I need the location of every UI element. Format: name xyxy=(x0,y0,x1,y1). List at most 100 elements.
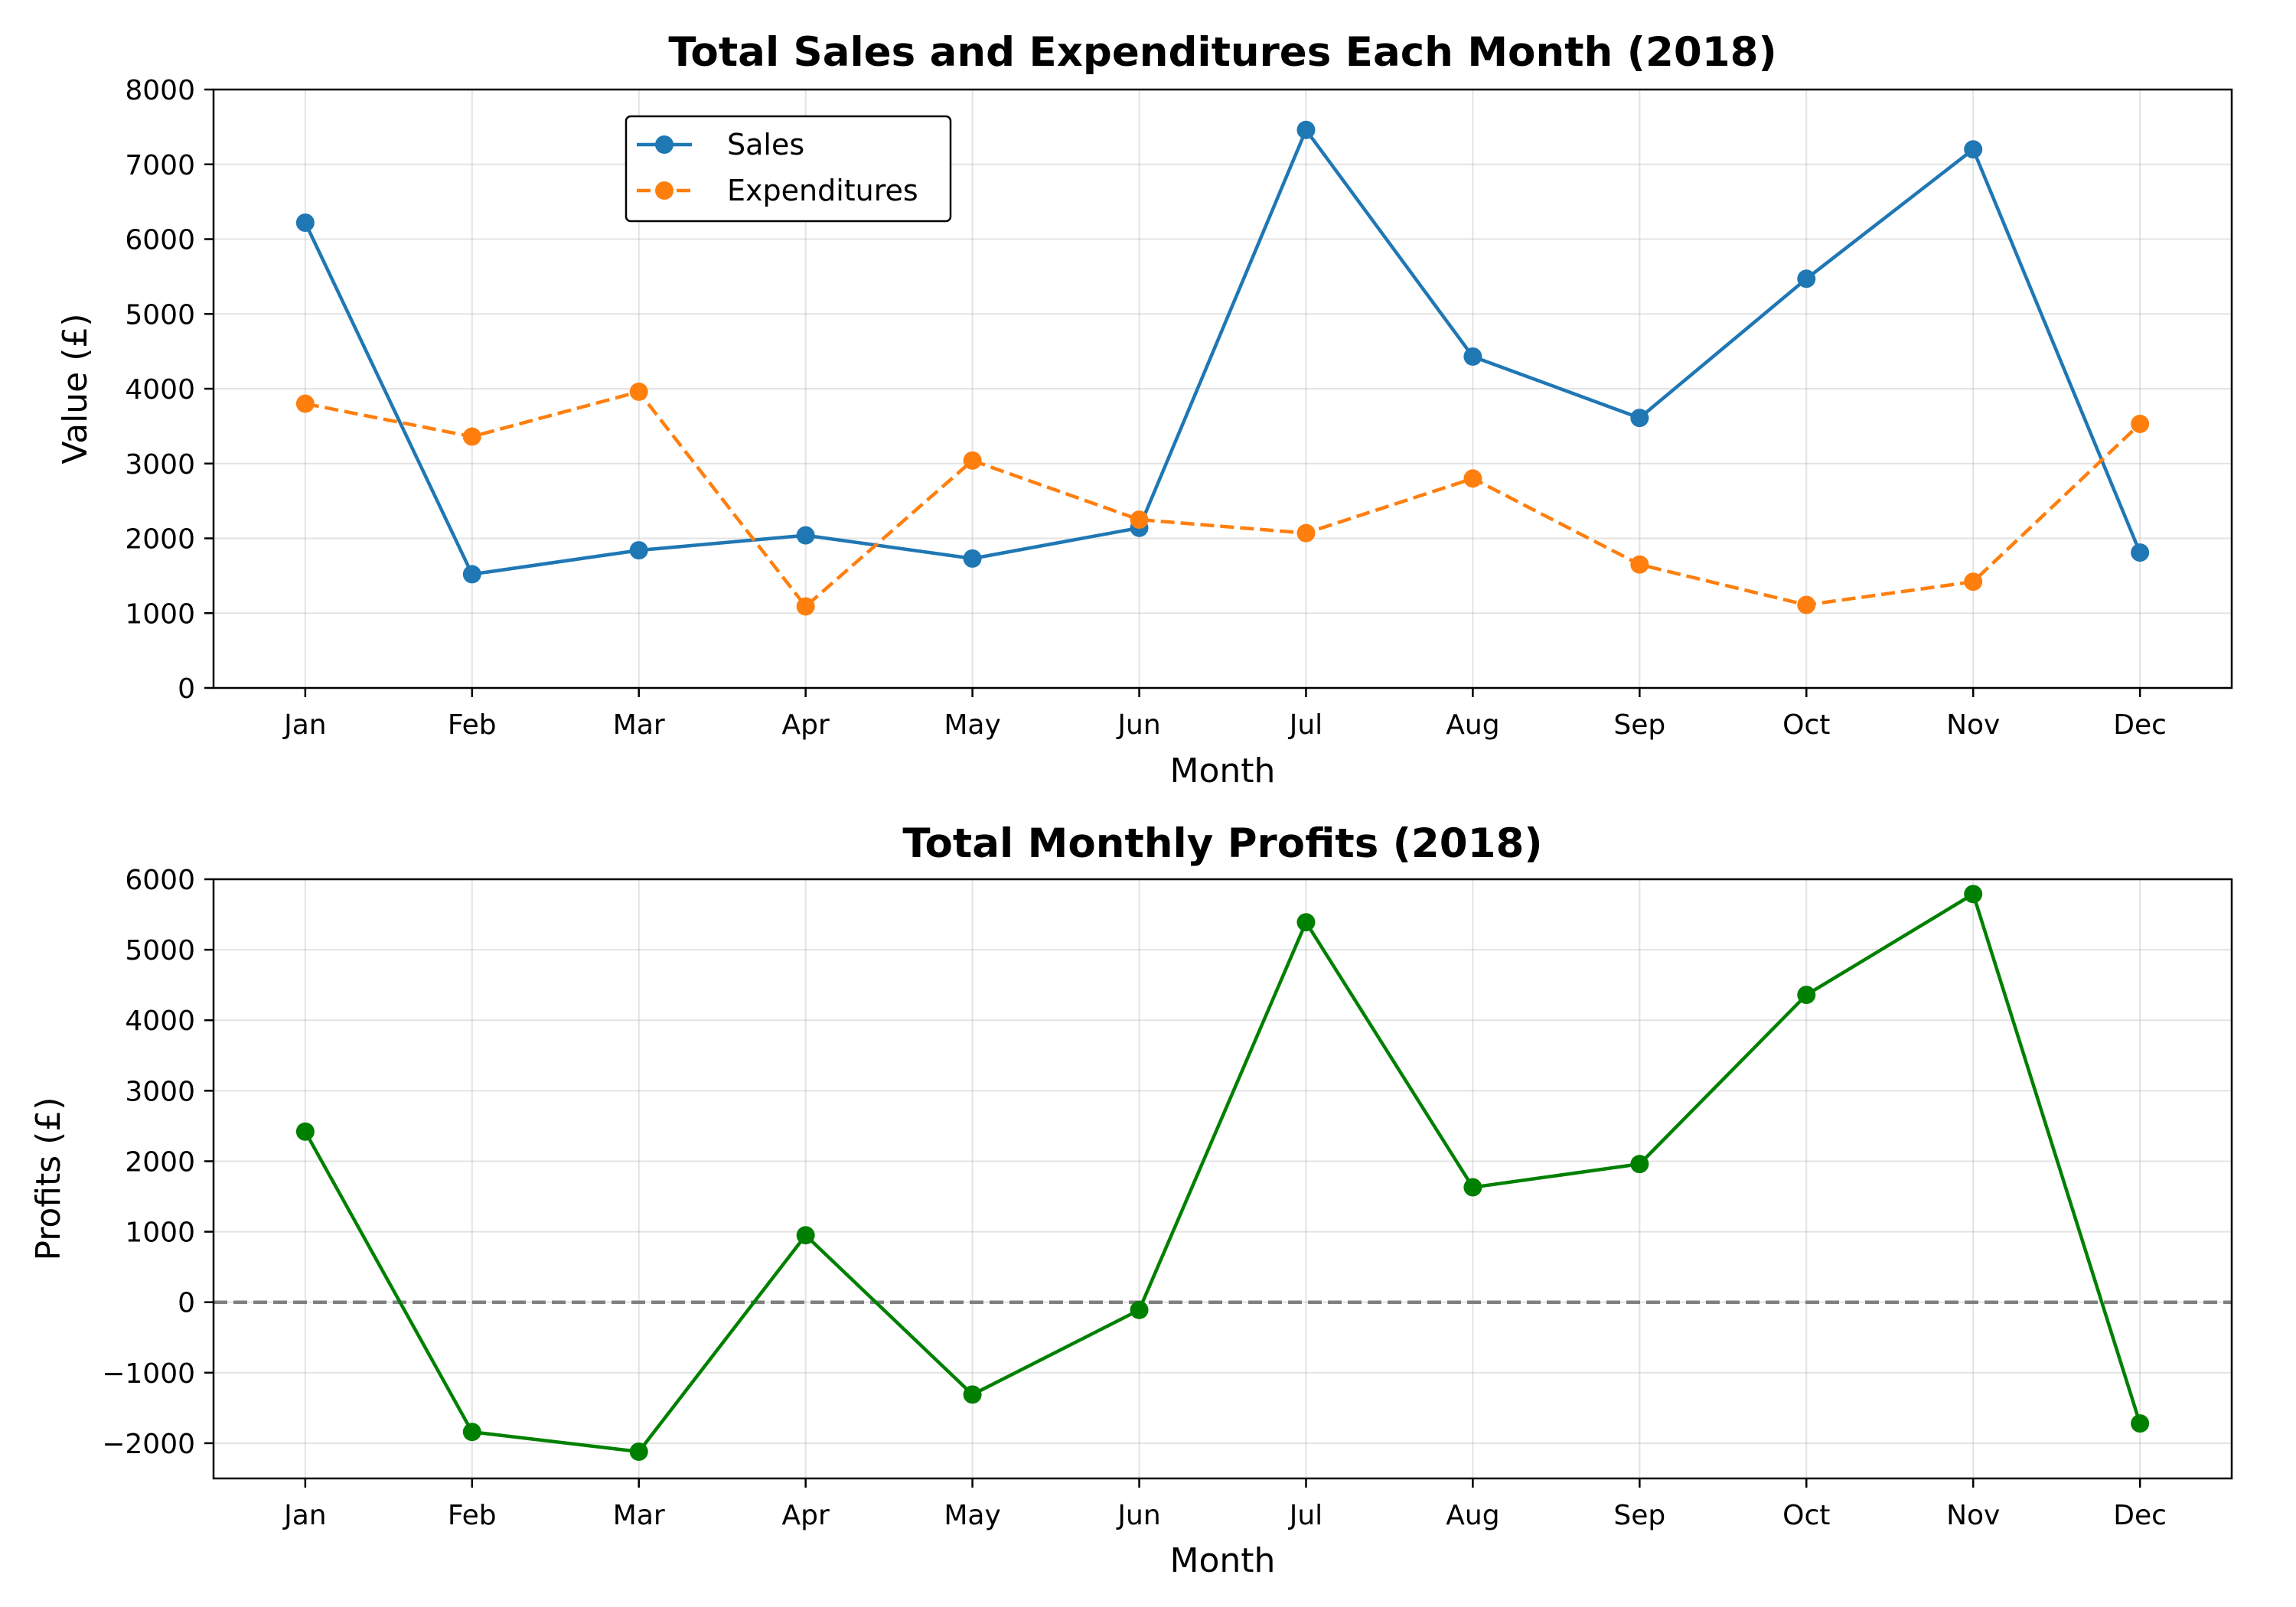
data-point xyxy=(2131,1414,2150,1433)
series-line xyxy=(303,892,2142,1454)
x-tick-label: Nov xyxy=(1946,1500,2000,1531)
y-tick-label: 1000 xyxy=(125,598,195,630)
y-tick-label: −1000 xyxy=(102,1358,195,1390)
data-point xyxy=(295,213,315,232)
data-point xyxy=(796,526,815,545)
chart-title: Total Monthly Profits (2018) xyxy=(902,820,1542,867)
y-tick-label: 3000 xyxy=(125,449,195,481)
data-point xyxy=(629,382,648,401)
data-point xyxy=(1797,595,1816,614)
data-point xyxy=(1630,555,1649,574)
series-line xyxy=(305,390,2141,608)
series-group xyxy=(295,120,2150,616)
x-tick-label: Feb xyxy=(448,1500,497,1531)
data-point xyxy=(1296,120,1316,139)
y-axis-label: Value (£) xyxy=(56,313,95,464)
legend-box xyxy=(625,115,952,223)
y-tick-label: 6000 xyxy=(125,225,195,256)
legend: Sales Expenditures xyxy=(625,115,952,223)
data-point xyxy=(963,1385,982,1404)
legend-label: Sales xyxy=(727,128,804,161)
data-point xyxy=(1130,510,1149,530)
x-tick-label: Aug xyxy=(1446,709,1499,741)
data-point xyxy=(1964,572,1983,592)
data-point xyxy=(1463,1178,1482,1197)
data-point xyxy=(1797,986,1816,1005)
y-tick-label: 5000 xyxy=(125,299,195,331)
data-point xyxy=(295,394,315,413)
x-tick-label: Jan xyxy=(282,709,327,741)
y-tick-label: 4000 xyxy=(125,1006,195,1037)
y-tick-label: 1000 xyxy=(125,1217,195,1249)
y-tick-label: 8000 xyxy=(125,75,195,106)
data-point xyxy=(462,427,481,446)
x-tick-label: Jun xyxy=(1116,1500,1160,1531)
x-tick-label: Jan xyxy=(282,1500,327,1531)
data-point xyxy=(1964,885,1983,904)
x-axis-label: Month xyxy=(1170,751,1276,790)
x-tick-label: Feb xyxy=(448,709,497,741)
x-tick-label: Aug xyxy=(1446,1500,1499,1531)
data-point xyxy=(963,451,982,470)
x-tick-label: Sep xyxy=(1613,1500,1665,1531)
x-tick-label: Sep xyxy=(1613,709,1665,741)
y-tick-label: 7000 xyxy=(125,150,195,181)
x-tick-label: Nov xyxy=(1946,709,2000,741)
chart-title: Total Sales and Expenditures Each Month … xyxy=(668,29,1776,76)
y-axis-label: Profits (£) xyxy=(29,1097,68,1260)
data-point xyxy=(2131,543,2150,562)
y-tick-label: 0 xyxy=(178,1288,195,1319)
data-point xyxy=(629,1442,648,1461)
data-point xyxy=(462,565,481,584)
y-tick-label: 2000 xyxy=(125,1146,195,1178)
grid xyxy=(214,878,2232,1478)
x-tick-label: Apr xyxy=(782,709,830,741)
x-tick-label: Dec xyxy=(2113,1500,2167,1531)
plot-frame xyxy=(212,878,2233,1480)
data-point xyxy=(1797,269,1816,288)
x-tick-label: Jul xyxy=(1288,709,1322,741)
data-point xyxy=(796,1226,815,1245)
x-tick-label: Dec xyxy=(2113,709,2167,741)
y-tick-label: 3000 xyxy=(125,1076,195,1107)
profits-chart: Total Monthly Profits (2018) Jan Feb Mar Ap… xyxy=(29,820,2233,1580)
x-tick-label: May xyxy=(944,709,1000,741)
data-point xyxy=(1630,1155,1649,1174)
x-tick-label: Apr xyxy=(782,1500,830,1531)
y-tick-label: 5000 xyxy=(125,935,195,966)
data-point xyxy=(1296,523,1316,543)
data-point xyxy=(1130,1300,1149,1319)
x-axis: Jan Feb Mar Apr May Jun Jul Aug Sep Oct Nov Dec xyxy=(282,1478,2167,1531)
y-tick-label: 0 xyxy=(178,673,195,705)
y-tick-label: −2000 xyxy=(102,1429,195,1460)
data-point xyxy=(1463,347,1482,366)
x-tick-label: Oct xyxy=(1782,709,1830,741)
x-axis: Jan Feb Mar Apr May Jun Jul Aug Sep Oct Nov Dec xyxy=(282,688,2167,741)
data-point xyxy=(963,549,982,568)
x-tick-label: Mar xyxy=(613,709,665,741)
y-tick-label: 6000 xyxy=(125,865,195,896)
data-point xyxy=(2131,414,2150,433)
series-group xyxy=(295,885,2150,1461)
data-point xyxy=(1296,913,1316,932)
y-axis: 0 1000 2000 3000 4000 5000 6000 7000 8000 xyxy=(125,75,214,705)
x-tick-label: May xyxy=(944,1500,1000,1531)
x-tick-label: Oct xyxy=(1782,1500,1830,1531)
data-point xyxy=(629,541,648,560)
data-point xyxy=(1463,469,1482,488)
data-point xyxy=(1964,140,1983,159)
x-tick-label: Jul xyxy=(1288,1500,1322,1531)
legend-marker xyxy=(655,135,673,154)
y-tick-label: 2000 xyxy=(125,524,195,556)
data-point xyxy=(1630,409,1649,428)
sales-expenditures-chart: Total Sales and Expenditures Each Month … xyxy=(56,29,2233,790)
legend-marker xyxy=(655,181,673,200)
x-tick-label: Jun xyxy=(1116,709,1160,741)
y-axis: −2000 −1000 0 1000 2000 3000 4000 5000 6000 xyxy=(102,865,214,1460)
data-point xyxy=(462,1423,481,1442)
x-tick-label: Mar xyxy=(613,1500,665,1531)
series-line xyxy=(303,128,2142,576)
x-axis-label: Month xyxy=(1170,1541,1276,1580)
y-tick-label: 4000 xyxy=(125,374,195,406)
